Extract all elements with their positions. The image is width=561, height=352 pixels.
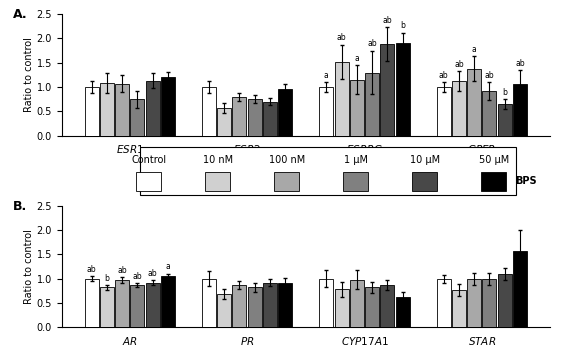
Bar — [319, 279, 333, 327]
Bar — [482, 279, 496, 327]
Text: BPS: BPS — [514, 176, 536, 186]
Bar — [263, 283, 277, 327]
Bar — [278, 89, 292, 136]
Bar — [248, 288, 262, 327]
Text: b: b — [502, 88, 507, 97]
Text: ab: ab — [515, 59, 525, 68]
Bar — [467, 69, 481, 136]
Text: 50 μM: 50 μM — [479, 155, 509, 165]
Bar — [380, 285, 394, 327]
Bar — [350, 80, 364, 136]
Y-axis label: Ratio to control: Ratio to control — [24, 38, 34, 112]
Bar — [232, 285, 246, 327]
Text: ab: ab — [87, 265, 96, 274]
Text: ab: ab — [337, 33, 346, 42]
Text: 1 μM: 1 μM — [344, 155, 367, 165]
Text: b: b — [400, 21, 405, 30]
Bar — [319, 87, 333, 136]
Text: Control: Control — [131, 155, 166, 165]
Bar — [278, 283, 292, 327]
Text: A.: A. — [13, 8, 27, 21]
Y-axis label: Ratio to control: Ratio to control — [24, 229, 34, 304]
Bar — [115, 280, 129, 327]
Text: 10 nM: 10 nM — [203, 155, 233, 165]
Text: a: a — [472, 45, 476, 54]
Bar — [482, 91, 496, 136]
Text: ab: ab — [148, 269, 158, 278]
Bar — [248, 99, 262, 136]
Text: ab: ab — [117, 266, 127, 275]
Bar — [217, 108, 231, 136]
Bar — [85, 279, 99, 327]
Text: ab: ab — [485, 71, 494, 80]
Bar — [146, 81, 160, 136]
Bar — [396, 297, 410, 327]
Bar — [350, 279, 364, 327]
Bar — [334, 289, 348, 327]
Bar — [263, 102, 277, 136]
Bar — [452, 290, 466, 327]
Bar — [146, 283, 160, 327]
Bar — [334, 62, 348, 136]
Bar — [115, 84, 129, 136]
Text: a: a — [324, 71, 329, 80]
Bar — [161, 77, 175, 136]
Bar — [365, 73, 379, 136]
Bar — [161, 276, 175, 327]
Bar — [396, 43, 410, 136]
Text: 100 nM: 100 nM — [269, 155, 305, 165]
Text: b: b — [104, 274, 109, 283]
Bar — [100, 288, 114, 327]
Bar — [202, 87, 216, 136]
Bar — [498, 104, 512, 136]
Bar — [365, 288, 379, 327]
Text: 10 μM: 10 μM — [410, 155, 440, 165]
Bar — [513, 251, 527, 327]
Bar — [130, 285, 144, 327]
Bar — [85, 87, 99, 136]
Bar — [452, 81, 466, 136]
Bar — [467, 279, 481, 327]
Bar — [498, 274, 512, 327]
Text: a: a — [165, 262, 171, 271]
Text: ab: ab — [383, 16, 392, 25]
Bar — [217, 294, 231, 327]
Bar — [513, 84, 527, 136]
Text: ab: ab — [454, 59, 463, 69]
Bar — [380, 44, 394, 136]
Text: a: a — [355, 54, 359, 63]
Bar — [436, 87, 450, 136]
Bar — [202, 279, 216, 327]
Text: ab: ab — [132, 272, 142, 281]
Text: ab: ab — [367, 39, 377, 48]
Bar — [436, 279, 450, 327]
Bar — [232, 97, 246, 136]
Bar — [130, 99, 144, 136]
Bar — [100, 83, 114, 136]
Text: B.: B. — [13, 200, 27, 213]
Text: ab: ab — [439, 71, 448, 80]
